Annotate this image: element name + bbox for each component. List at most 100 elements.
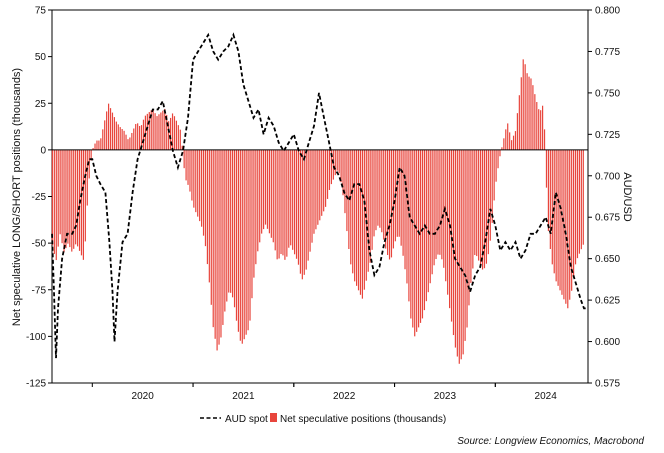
position-bar [354, 149, 356, 282]
position-bar [160, 112, 162, 150]
position-bar [51, 149, 53, 245]
right-tick-label: 0.625 [595, 296, 620, 307]
position-bar [328, 149, 331, 190]
position-bar [237, 149, 240, 332]
position-bar [538, 109, 540, 150]
position-bar [356, 149, 358, 286]
left-tick-label: 75 [35, 6, 47, 17]
position-bar [487, 149, 489, 255]
position-bar [565, 149, 567, 304]
position-bar [88, 149, 90, 179]
position-bar [472, 149, 474, 269]
x-tick-label: 2024 [535, 391, 558, 402]
position-bar [228, 149, 230, 293]
position-bar [445, 149, 447, 282]
right-tick-label: 0.800 [595, 6, 620, 17]
position-bar [371, 149, 373, 250]
legend: AUD spot Net speculative positions (thou… [200, 413, 446, 425]
position-bar [96, 140, 98, 150]
position-bar [483, 149, 486, 269]
position-bar [524, 64, 526, 150]
x-tick-label: 2022 [333, 391, 356, 402]
position-bar [208, 149, 210, 283]
position-bar [418, 149, 420, 328]
position-bar [290, 149, 292, 246]
position-bar [152, 109, 154, 150]
position-bar [210, 149, 212, 305]
position-bar [400, 149, 402, 246]
position-bar [297, 149, 300, 265]
position-bar [138, 126, 141, 150]
position-bar [431, 149, 433, 275]
right-tick-label: 0.700 [595, 171, 620, 182]
position-bar [470, 149, 472, 283]
position-bar [340, 149, 342, 183]
position-bar [224, 149, 226, 312]
position-bar [280, 149, 282, 255]
x-tick-label: 2020 [132, 391, 155, 402]
position-bar [385, 149, 387, 249]
position-bar [63, 149, 65, 253]
position-bar [142, 119, 145, 150]
source-note: Source: Longview Economics, Macrobond [457, 436, 644, 447]
position-bar [344, 149, 346, 214]
position-bar [299, 149, 302, 274]
position-bar [199, 149, 201, 222]
position-bar [468, 149, 470, 306]
position-bar [75, 149, 77, 245]
right-tick-label: 0.575 [595, 379, 620, 390]
position-bar [476, 149, 478, 257]
position-bar [514, 131, 517, 150]
position-bar [512, 135, 515, 150]
position-bar [361, 149, 364, 299]
position-bar [266, 149, 269, 229]
position-bar [276, 149, 278, 260]
position-bar [255, 149, 257, 265]
right-tick-label: 0.750 [595, 88, 620, 99]
position-bar [404, 149, 406, 270]
position-bar [505, 129, 507, 150]
position-bar [106, 111, 108, 150]
position-bar [412, 149, 414, 328]
position-bar [169, 117, 172, 150]
position-bar [323, 149, 325, 212]
position-bar [534, 94, 536, 150]
position-bar [408, 149, 410, 302]
position-bar [123, 130, 125, 150]
position-bar [204, 149, 207, 247]
position-bar [433, 149, 435, 266]
position-bar [392, 149, 395, 249]
position-bar [98, 140, 100, 150]
position-bar [113, 117, 115, 150]
left-tick-label: 50 [35, 52, 47, 63]
position-bar [102, 129, 104, 150]
position-bar [367, 149, 369, 272]
position-bar [324, 149, 327, 207]
position-bar [423, 149, 426, 311]
position-bar [511, 140, 513, 150]
position-bar [249, 149, 251, 321]
position-bar [311, 149, 313, 243]
position-bar [574, 149, 577, 265]
position-bar [305, 149, 307, 270]
position-bar [200, 149, 203, 227]
position-bar [553, 149, 555, 274]
left-tick-label: -50 [32, 239, 47, 250]
position-bar [569, 149, 571, 300]
position-bar [247, 149, 249, 331]
position-bar [59, 149, 61, 235]
position-bar [270, 149, 272, 238]
position-bar [580, 149, 582, 250]
position-bar [282, 149, 284, 256]
position-bar [485, 149, 488, 264]
position-bar [150, 110, 152, 150]
position-bar [573, 149, 575, 278]
position-bar [162, 110, 164, 150]
position-bar [173, 116, 176, 150]
position-bar [414, 149, 416, 337]
position-bar [115, 121, 117, 150]
position-bar [158, 114, 160, 150]
position-bar [175, 120, 177, 150]
position-bar [321, 149, 323, 216]
right-axis-ticks: 0.800 0.775 0.750 0.725 0.700 0.675 0.650 0.625… [588, 6, 620, 390]
